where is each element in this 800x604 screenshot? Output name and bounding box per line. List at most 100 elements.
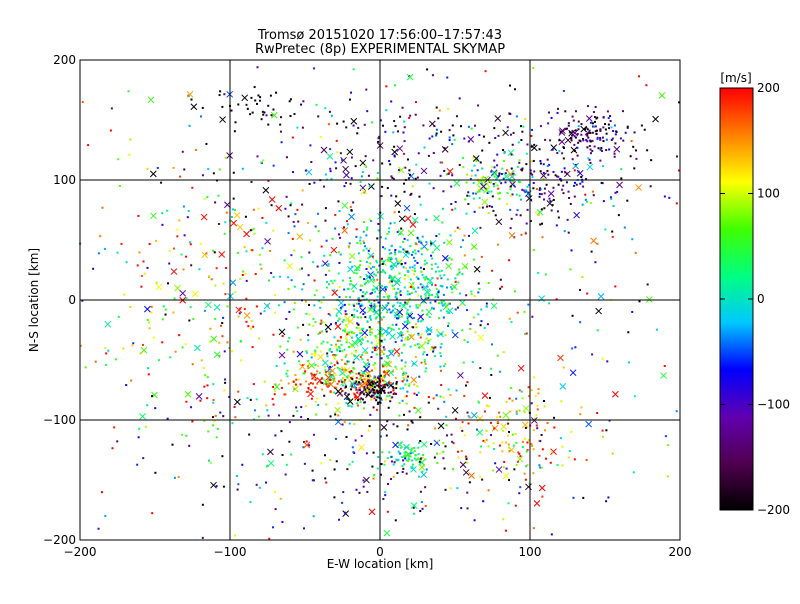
scatter-point-dot (203, 198, 206, 201)
scatter-point-dot (285, 156, 288, 159)
scatter-point-dot (521, 445, 524, 448)
scatter-point-dot (414, 355, 417, 358)
scatter-point-dot (456, 487, 459, 490)
scatter-point-x (341, 227, 349, 234)
scatter-point-dot (391, 284, 394, 287)
scatter-point-dot (369, 267, 372, 270)
scatter-point-dot (366, 490, 369, 493)
scatter-point-dot (301, 267, 304, 270)
scatter-point-dot (505, 401, 508, 404)
scatter-point-dot (104, 514, 107, 517)
scatter-point-dot (586, 146, 589, 149)
scatter-point-dot (386, 355, 389, 358)
scatter-point-dot (325, 383, 328, 386)
scatter-point-dot (366, 280, 369, 283)
scatter-point-dot (506, 126, 509, 129)
scatter-point-dot (348, 98, 351, 101)
scatter-point-dot (426, 327, 429, 330)
scatter-point-dot (547, 302, 550, 305)
scatter-point-dot (442, 299, 445, 302)
scatter-point-dot (388, 349, 391, 352)
scatter-point-dot (144, 425, 147, 428)
scatter-point-dot (498, 174, 501, 177)
scatter-point-dot (360, 397, 363, 400)
scatter-point-x (570, 146, 578, 154)
scatter-point-dot (293, 249, 296, 252)
scatter-point-dot (329, 323, 332, 326)
scatter-point-dot (493, 175, 496, 178)
scatter-point-dot (386, 510, 389, 513)
scatter-point-dot (623, 226, 626, 229)
scatter-point-dot (324, 219, 327, 222)
scatter-point-dot (483, 410, 486, 413)
scatter-point-dot (230, 109, 233, 112)
scatter-point-dot (478, 190, 481, 193)
scatter-point-dot (253, 409, 256, 412)
scatter-point-dot (317, 403, 320, 406)
scatter-point-dot (384, 386, 387, 389)
scatter-point-dot (431, 306, 434, 309)
scatter-point-dot (357, 323, 360, 326)
scatter-point-dot (593, 145, 596, 148)
scatter-point-dot (444, 334, 447, 337)
scatter-point-dot (521, 130, 524, 133)
scatter-point-dot (441, 161, 444, 164)
scatter-point-dot (305, 405, 308, 408)
scatter-point-dot (346, 333, 349, 336)
scatter-point-dot (511, 143, 514, 146)
scatter-point-dot (359, 316, 362, 319)
scatter-point-x (420, 297, 427, 304)
scatter-point-dot (448, 257, 451, 260)
scatter-point-dot (252, 325, 255, 328)
scatter-point-dot (381, 306, 384, 309)
scatter-point-dot (443, 400, 446, 403)
scatter-point-dot (439, 309, 442, 312)
scatter-point-dot (368, 247, 371, 250)
scatter-point-dot (377, 375, 380, 378)
scatter-point-x (270, 111, 278, 119)
scatter-point-dot (443, 467, 446, 470)
scatter-point-dot (309, 144, 312, 147)
scatter-point-dot (365, 88, 368, 91)
scatter-point-dot (591, 122, 594, 125)
scatter-point-x (559, 383, 567, 390)
scatter-point-dot (402, 467, 405, 470)
scatter-point-dot (358, 491, 361, 494)
scatter-point-dot (515, 410, 518, 413)
scatter-point-dot (316, 346, 319, 349)
scatter-point-dot (605, 132, 608, 135)
scatter-point-dot (419, 336, 422, 339)
scatter-point-dot (359, 236, 362, 239)
scatter-point-dot (312, 479, 315, 482)
scatter-point-dot (465, 458, 468, 461)
scatter-point-dot (84, 366, 87, 369)
scatter-point-dot (388, 227, 391, 230)
scatter-point-dot (185, 434, 188, 437)
scatter-point-x (331, 289, 339, 297)
scatter-point-dot (487, 489, 490, 492)
scatter-point-dot (359, 343, 362, 346)
scatter-point-dot (343, 348, 346, 351)
scatter-point-dot (582, 138, 585, 141)
scatter-point-dot (129, 306, 132, 309)
scatter-point-dot (331, 237, 334, 240)
scatter-point-dot (356, 322, 359, 325)
scatter-point-dot (214, 317, 217, 320)
scatter-point-dot (589, 121, 592, 124)
scatter-point-dot (327, 264, 330, 267)
scatter-point-dot (311, 479, 314, 482)
scatter-point-dot (538, 189, 541, 192)
scatter-point-dot (557, 183, 560, 186)
scatter-point-dot (351, 460, 354, 463)
scatter-point-dot (348, 422, 351, 425)
scatter-point-x (139, 412, 146, 420)
scatter-point-dot (333, 357, 336, 360)
scatter-point-dot (420, 333, 423, 336)
scatter-point-dot (489, 421, 492, 424)
scatter-point-dot (379, 435, 382, 438)
scatter-point-dot (350, 209, 353, 212)
scatter-point-dot (357, 383, 360, 386)
scatter-point-dot (371, 387, 374, 390)
scatter-point-dot (613, 124, 616, 127)
scatter-point-dot (313, 353, 316, 356)
